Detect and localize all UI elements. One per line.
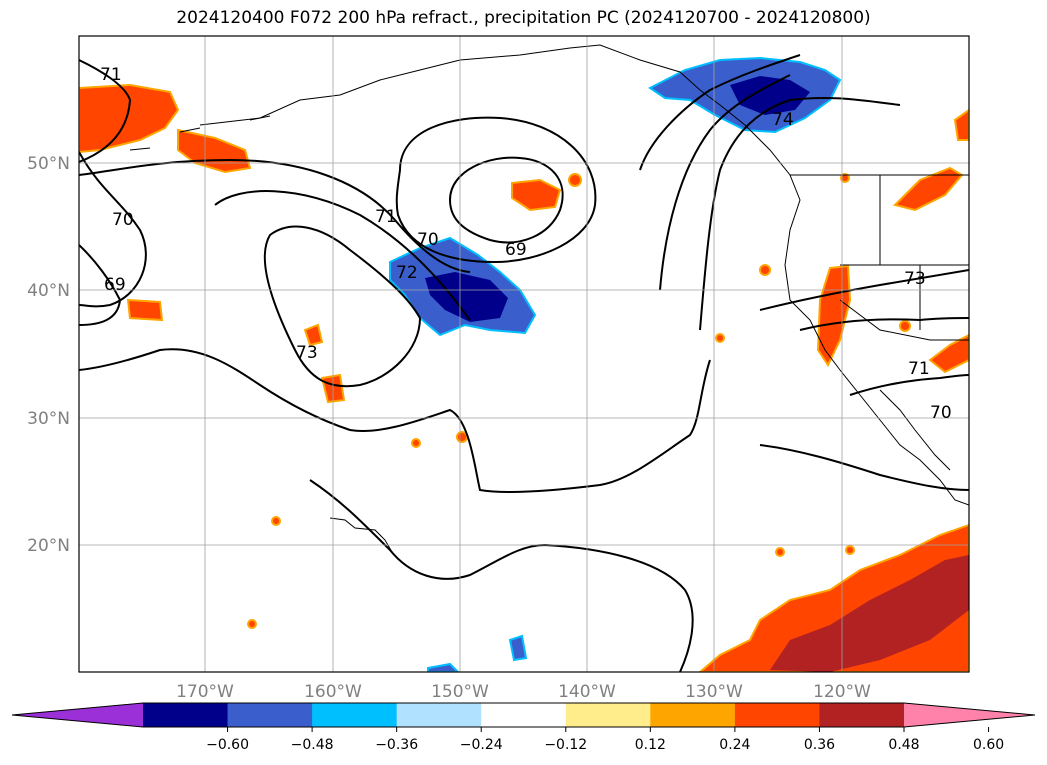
contour-69-inner: [448, 156, 564, 244]
precip-neg-s2: [427, 662, 460, 672]
contour-label: 73: [296, 343, 318, 363]
contour-outer: [79, 348, 711, 494]
contour-label: 70: [112, 210, 134, 230]
baja: [879, 389, 951, 471]
precip-patch-e: [928, 333, 969, 374]
colorbar-tick-label: −0.48: [291, 737, 334, 753]
aleutians: [129, 115, 271, 151]
precip-neg-north-strong: [730, 76, 810, 115]
lon-label: 150°W: [431, 682, 489, 702]
contour-label: 71: [100, 65, 122, 85]
plot-area: [79, 36, 969, 672]
contour-label: 72: [396, 263, 418, 283]
lon-label: 120°W: [813, 682, 871, 702]
precip-patch-sw: [303, 323, 324, 347]
lon-label: 160°W: [304, 682, 362, 702]
colorbar-tick-label: 0.24: [719, 737, 750, 753]
colorbar-tick-label: 0.60: [973, 737, 1004, 753]
precip-patch-center: [511, 178, 562, 212]
lon-label: 140°W: [558, 682, 616, 702]
contour-70-west: [79, 151, 147, 308]
colorbar-tick-label: −0.36: [375, 737, 418, 753]
lat-label: 40°N: [27, 281, 70, 301]
contour-70-e: [849, 374, 969, 396]
refractivity-contours: [79, 54, 969, 672]
colorbar-tick-label: −0.24: [460, 737, 503, 753]
contour-69-west: [79, 244, 122, 326]
contour-label: 74: [772, 110, 794, 130]
colorbar-segment: [819, 703, 905, 727]
contour-label: 71: [375, 207, 397, 227]
contour-71-nw: [79, 59, 132, 163]
colorbar-tick-label: −0.60: [206, 737, 249, 753]
precip-patch-e2: [953, 108, 969, 141]
contour-labels: 71 70 69 71 70 69 72 73 74 73 71 70: [100, 65, 952, 423]
lat-label: 20°N: [27, 536, 70, 556]
contour-south: [309, 479, 694, 672]
colorbar-segment: [312, 703, 398, 727]
colorbar-tick-label: −0.12: [544, 737, 587, 753]
colorbar-extend-high: [904, 703, 1035, 727]
colorbar-extend-low: [12, 703, 143, 727]
contour-label: 69: [104, 275, 126, 295]
precip-positive-fills: [79, 83, 969, 672]
colorbar-segment: [481, 703, 567, 727]
coastlines: [129, 44, 969, 553]
precip-neg-center-strong: [425, 272, 508, 322]
precip-patch-w: [126, 298, 164, 322]
contour-71-e: [799, 317, 969, 331]
contour-ne-a: [659, 74, 791, 291]
precip-neg-s: [508, 634, 528, 662]
colorbar-outline: [11, 702, 1036, 728]
precip-negative-fills: [389, 56, 842, 672]
gridlines: [79, 36, 969, 672]
colorbar: −0.60 −0.48 −0.36 −0.24 −0.12 0.12 0.24 0.36 0.4…: [11, 702, 1036, 753]
contour-70-ring: [395, 116, 597, 264]
colorbar-segment: [227, 703, 313, 727]
colorbar-segment: [396, 703, 482, 727]
map-title: 2024120400 F072 200 hPa refract., precip…: [176, 8, 871, 28]
contour-74: [639, 54, 801, 171]
colorbar-segment: [143, 703, 229, 727]
lat-label: 50°N: [27, 154, 70, 174]
contour-se: [759, 444, 969, 491]
colorbar-tick-label: 0.12: [635, 737, 666, 753]
colorbar-segment: [650, 703, 736, 727]
contour-label: 69: [505, 240, 527, 260]
lat-label: 30°N: [27, 409, 70, 429]
contour-label: 71: [908, 359, 930, 379]
plot-frame: [78, 35, 970, 673]
contour-71: [79, 158, 471, 273]
colorbar-tick-label: 0.36: [804, 737, 835, 753]
hawaii-islands: [329, 517, 393, 553]
contour-72-loop: [263, 225, 422, 388]
latitude-labels: 50°N 40°N 30°N 20°N: [27, 154, 70, 556]
contour-label: 73: [904, 269, 926, 289]
contour-label: 70: [930, 403, 952, 423]
contour-label: 70: [417, 230, 439, 250]
contour-73-loop: [214, 190, 471, 321]
colorbar-tick-label: 0.48: [888, 737, 919, 753]
mex-border: [839, 299, 969, 341]
precip-patch-nw: [79, 83, 180, 154]
contour-73-e: [759, 269, 969, 311]
alaska-coast: [199, 44, 969, 506]
colorbar-segment: [734, 703, 820, 727]
longitude-labels: 170°W 160°W 150°W 140°W 130°W 120°W: [176, 682, 871, 702]
precip-strong-se: [770, 555, 969, 672]
lon-label: 170°W: [176, 682, 234, 702]
lon-label: 130°W: [685, 682, 743, 702]
colorbar-segment: [565, 703, 651, 727]
